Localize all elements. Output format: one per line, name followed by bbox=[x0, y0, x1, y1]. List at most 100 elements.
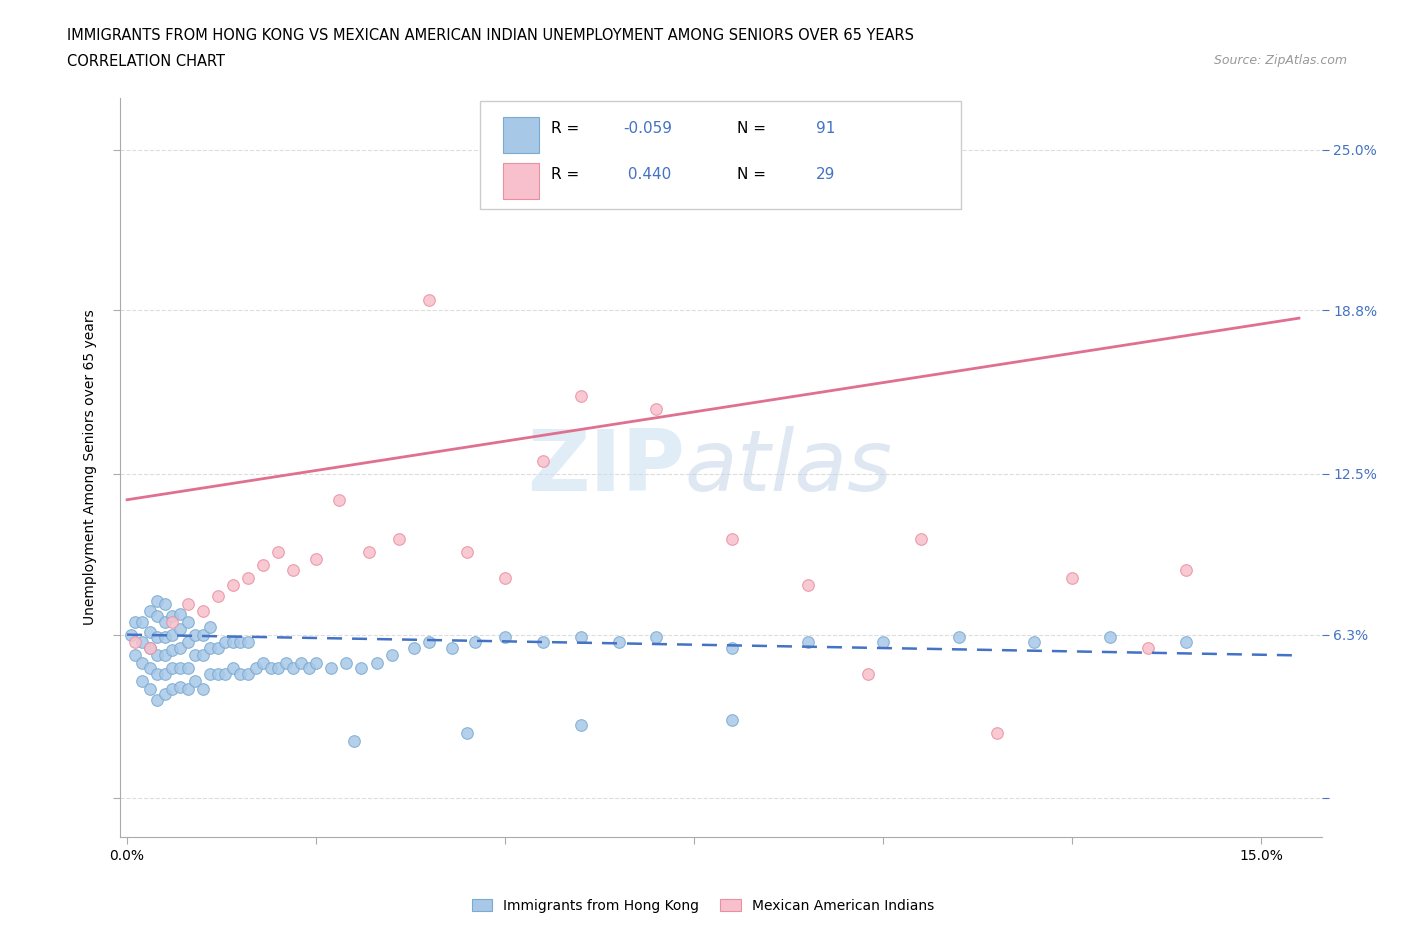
Bar bbox=[503, 164, 538, 199]
Point bbox=[366, 656, 388, 671]
Point bbox=[1098, 630, 1121, 644]
Point bbox=[856, 666, 879, 681]
Point bbox=[252, 656, 274, 671]
Point bbox=[404, 640, 426, 655]
Point bbox=[200, 666, 222, 681]
Point bbox=[214, 666, 236, 681]
Point bbox=[200, 619, 222, 634]
Point bbox=[290, 656, 312, 671]
Point bbox=[153, 614, 176, 629]
Point bbox=[169, 661, 191, 676]
Point bbox=[169, 622, 191, 637]
Point bbox=[645, 402, 668, 417]
Point bbox=[1136, 640, 1159, 655]
Point bbox=[139, 682, 162, 697]
Point bbox=[305, 552, 328, 567]
Point bbox=[153, 648, 176, 663]
Point bbox=[176, 682, 198, 697]
Point bbox=[531, 454, 554, 469]
Point bbox=[146, 630, 169, 644]
Point bbox=[131, 674, 153, 689]
Point bbox=[176, 596, 198, 611]
Point bbox=[191, 604, 214, 618]
Point bbox=[184, 627, 207, 642]
Point bbox=[328, 492, 350, 507]
Point bbox=[283, 563, 305, 578]
Point bbox=[531, 635, 554, 650]
Point bbox=[350, 661, 373, 676]
Point bbox=[169, 606, 191, 621]
Text: R =: R = bbox=[551, 122, 585, 137]
Legend: Immigrants from Hong Kong, Mexican American Indians: Immigrants from Hong Kong, Mexican Ameri… bbox=[465, 894, 941, 919]
Y-axis label: Unemployment Among Seniors over 65 years: Unemployment Among Seniors over 65 years bbox=[83, 310, 97, 625]
Point bbox=[236, 570, 259, 585]
Point bbox=[721, 531, 744, 546]
Text: IMMIGRANTS FROM HONG KONG VS MEXICAN AMERICAN INDIAN UNEMPLOYMENT AMONG SENIORS : IMMIGRANTS FROM HONG KONG VS MEXICAN AME… bbox=[67, 28, 914, 43]
Point bbox=[986, 725, 1008, 740]
Point bbox=[162, 643, 184, 658]
Point bbox=[207, 589, 229, 604]
Point bbox=[207, 666, 229, 681]
Point bbox=[162, 609, 184, 624]
Point bbox=[1062, 570, 1084, 585]
Point bbox=[191, 682, 214, 697]
Text: Source: ZipAtlas.com: Source: ZipAtlas.com bbox=[1213, 54, 1347, 67]
Point bbox=[139, 661, 162, 676]
Point bbox=[274, 656, 297, 671]
Point bbox=[131, 656, 153, 671]
Point bbox=[283, 661, 305, 676]
Point bbox=[236, 666, 259, 681]
Point bbox=[153, 687, 176, 702]
Point bbox=[494, 630, 516, 644]
Text: ZIP: ZIP bbox=[527, 426, 685, 509]
Point bbox=[796, 578, 818, 592]
Point bbox=[146, 648, 169, 663]
Point bbox=[267, 661, 290, 676]
Point bbox=[245, 661, 267, 676]
Point bbox=[124, 648, 146, 663]
Point bbox=[1024, 635, 1046, 650]
Text: atlas: atlas bbox=[685, 426, 893, 509]
Point bbox=[139, 625, 162, 640]
Point bbox=[456, 544, 478, 559]
Point bbox=[153, 596, 176, 611]
Point bbox=[146, 593, 169, 608]
Point bbox=[139, 604, 162, 618]
Point bbox=[131, 635, 153, 650]
Point bbox=[236, 635, 259, 650]
Point bbox=[124, 635, 146, 650]
Point bbox=[191, 648, 214, 663]
Point bbox=[260, 661, 283, 676]
Point bbox=[464, 635, 486, 650]
Point bbox=[184, 648, 207, 663]
Point bbox=[796, 635, 818, 650]
Point bbox=[207, 640, 229, 655]
Point bbox=[388, 531, 411, 546]
Point bbox=[948, 630, 970, 644]
Point bbox=[169, 679, 191, 694]
Point bbox=[343, 734, 366, 749]
Point bbox=[381, 648, 404, 663]
Point bbox=[162, 682, 184, 697]
Point bbox=[214, 635, 236, 650]
Point bbox=[721, 640, 744, 655]
Text: R =: R = bbox=[551, 167, 585, 182]
Point bbox=[721, 712, 744, 727]
Point bbox=[357, 544, 380, 559]
Point bbox=[139, 640, 162, 655]
Point bbox=[645, 630, 668, 644]
Point bbox=[222, 661, 245, 676]
Point bbox=[184, 674, 207, 689]
Point bbox=[162, 661, 184, 676]
Text: N =: N = bbox=[737, 167, 772, 182]
Point bbox=[910, 531, 932, 546]
Point bbox=[418, 635, 440, 650]
Point bbox=[418, 293, 440, 308]
Point bbox=[146, 692, 169, 707]
Point bbox=[569, 630, 592, 644]
Point bbox=[229, 635, 252, 650]
Point bbox=[1174, 635, 1197, 650]
Point bbox=[146, 609, 169, 624]
Point bbox=[1174, 563, 1197, 578]
Text: N =: N = bbox=[737, 122, 772, 137]
